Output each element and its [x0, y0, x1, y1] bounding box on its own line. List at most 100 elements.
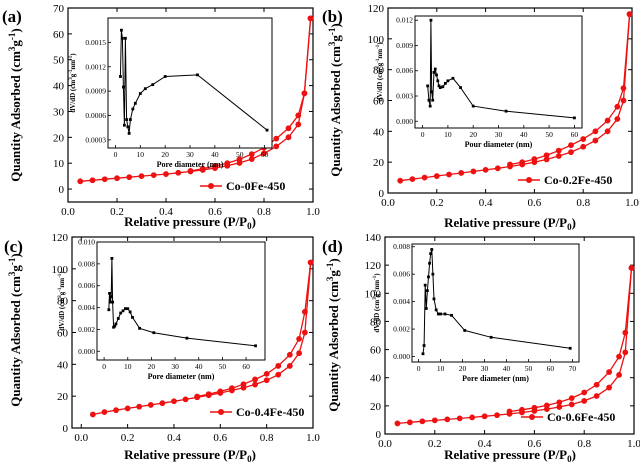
data-point	[494, 165, 501, 172]
data-point	[217, 388, 224, 395]
y-tick-label: 70	[53, 3, 65, 15]
inset-y-superscript: 3	[58, 295, 63, 298]
panel-label: (a)	[2, 7, 22, 26]
inset-data-point	[427, 98, 431, 102]
legend-label: Co-0.6Fe-450	[547, 410, 615, 424]
data-point	[606, 369, 612, 375]
y-label-close: )	[326, 258, 341, 262]
x-tick-label: 0.0	[378, 438, 392, 450]
data-point	[159, 400, 166, 407]
inset-data-point	[127, 131, 131, 135]
x-label-subscript: 0	[247, 221, 252, 231]
y-label-superscript: -1	[7, 32, 17, 40]
data-point	[568, 395, 575, 402]
x-axis-label: Relative pressure (P/P0)	[444, 447, 576, 464]
inset-frame	[107, 17, 273, 149]
inset-data-point	[471, 104, 475, 108]
inset-data-point	[443, 312, 447, 316]
inset-x-axis-label: Pour diameter (nm)	[465, 140, 533, 149]
inset-data-point	[133, 101, 137, 105]
legend-label: Co-0Fe-450	[226, 179, 285, 193]
inset-y-tick-label: 0.002	[393, 325, 410, 334]
data-point	[296, 350, 302, 357]
data-point	[531, 156, 538, 162]
inset-y-tick-label: 0.004	[78, 303, 95, 312]
inset-y-tick-label: 0.000	[78, 347, 95, 356]
x-tick-label: 0.2	[121, 432, 135, 444]
data-point	[506, 408, 513, 415]
inset-data-point	[489, 335, 493, 339]
data-point	[301, 329, 308, 336]
y-tick-label: 40	[57, 359, 69, 371]
data-point	[199, 165, 206, 172]
inset-y-tick-label: 0.000	[393, 352, 410, 361]
x-label-subscript: 0	[567, 222, 572, 232]
inset-x-tick-label: 10	[124, 362, 132, 371]
inset-x-tick-label: 0	[102, 362, 106, 371]
x-tick-label: 0.6	[528, 197, 542, 209]
y-label-close: )	[328, 23, 343, 27]
x-tick-label: 0.2	[428, 438, 442, 450]
inset-y-axis-label: dV/dD (cm3g-1nm-1)	[376, 42, 384, 102]
inset-data-point	[451, 76, 455, 80]
inset-y-tick-label: 0.006	[396, 66, 413, 75]
inset-data-point	[196, 73, 199, 77]
inset-y-axis-label: dV/dD (cm3g-1nm-1)	[58, 271, 66, 331]
inset-data-point	[131, 107, 135, 111]
data-point	[175, 169, 182, 176]
inset-data-point	[110, 256, 114, 260]
data-point	[614, 116, 621, 122]
data-point	[394, 420, 401, 427]
inset-y-superscript: 3	[373, 297, 378, 300]
inset-y-superscript: -1	[376, 44, 381, 49]
inset-data-point	[121, 309, 125, 313]
inset-y-tick-label: 0.000	[396, 117, 413, 126]
inset-data-point	[128, 118, 132, 121]
inset-x-tick-label: 30	[186, 150, 194, 159]
inset-data-point	[131, 315, 134, 319]
data-point	[228, 385, 235, 392]
data-point	[236, 156, 243, 163]
y-tick-label: 80	[373, 65, 385, 77]
y-axis-label: Quantity Adsorbed (cm3g-1)	[7, 28, 23, 182]
inset-data-point	[424, 307, 428, 310]
inset-data-point	[428, 104, 432, 108]
data-point	[138, 173, 145, 180]
inset-data-point	[138, 326, 141, 330]
data-point	[543, 152, 550, 159]
inset-data-point	[435, 73, 438, 77]
y-tick-label: 60	[370, 345, 382, 357]
x-tick-label: 0.0	[381, 197, 395, 209]
y-tick-label: 120	[368, 3, 385, 15]
inset-data-point	[434, 308, 438, 312]
y-label-superscript: -1	[7, 257, 17, 265]
inset-y-tick-label: 0.009	[396, 41, 413, 50]
data-point	[286, 351, 293, 358]
inset-data-point	[439, 312, 442, 316]
inset-x-tick-label: 40	[520, 130, 528, 139]
data-point	[205, 391, 212, 397]
y-label-close: )	[8, 253, 23, 257]
y-tick-label: 80	[370, 316, 382, 328]
data-point	[406, 419, 413, 426]
inset-data-point	[432, 297, 436, 301]
y-label-g: g	[326, 270, 341, 277]
data-point	[409, 176, 416, 183]
data-point	[261, 150, 267, 157]
inset-y-g: g	[69, 73, 77, 77]
y-tick-label: 60	[373, 96, 385, 108]
y-label-superscript: -1	[325, 262, 335, 270]
data-point	[604, 128, 611, 135]
inset-data-point	[121, 36, 124, 40]
data-point	[616, 353, 622, 360]
data-point	[171, 398, 177, 405]
inset-data-point	[109, 295, 113, 299]
data-point	[285, 134, 292, 141]
y-tick-label: 100	[365, 288, 382, 300]
inset-y-close: )	[58, 271, 66, 274]
legend-label: Co-0.4Fe-450	[236, 405, 304, 419]
x-tick-label: 0.2	[430, 197, 444, 209]
inset-data-point	[152, 331, 156, 335]
data-point	[150, 172, 157, 178]
